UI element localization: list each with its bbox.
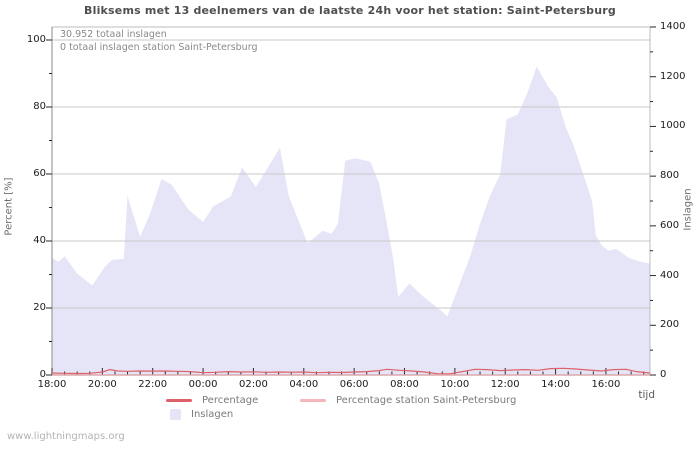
chart-title: Bliksems met 13 deelnemers van de laatst… (84, 4, 616, 17)
x-tick-label: 02:00 (239, 379, 268, 390)
annotation-total-strikes: 30.952 totaal inslagen (60, 29, 167, 40)
y-right-tick-label: 1400 (660, 21, 686, 32)
y-right-tick-label: 600 (660, 219, 680, 231)
legend-item-inslagen: Inslagen (170, 409, 233, 420)
x-tick-label: 04:00 (289, 379, 319, 390)
x-tick-label: 12:00 (490, 379, 520, 390)
y-right-tick-label: 1000 (660, 120, 686, 132)
percentage-station-line-swatch (300, 399, 326, 402)
y-right-tick-label: 800 (660, 170, 680, 182)
watermark-url: www.lightningmaps.org (7, 431, 125, 442)
y-right-tick-label: 400 (660, 269, 680, 281)
legend-label: Percentage (202, 395, 259, 406)
y-left-tick-label: 100 (26, 34, 46, 45)
inslagen-area-swatch (170, 409, 181, 420)
x-tick-label: 06:00 (339, 379, 369, 390)
x-tick-label: 00:00 (188, 379, 218, 390)
legend-item-percentage-station: Percentage station Saint-Petersburg (300, 395, 516, 406)
annotation-station-strikes: 0 totaal inslagen station Saint-Petersbu… (60, 42, 258, 53)
left-axis-title: Percent [%] (3, 177, 15, 236)
legend-label: Inslagen (191, 409, 234, 420)
x-tick-label: 08:00 (390, 379, 419, 390)
y-left-tick-label: 0 (39, 369, 46, 380)
x-tick-label: 18:00 (37, 379, 67, 390)
x-tick-label: 16:00 (591, 379, 621, 390)
percentage-line-series (51, 367, 651, 375)
percentage-line-swatch (166, 399, 192, 402)
y-left-tick-label: 40 (33, 235, 46, 246)
x-tick-label: 22:00 (138, 379, 168, 390)
y-left-tick-label: 60 (33, 168, 46, 179)
legend-item-percentage: Percentage (166, 395, 258, 406)
y-right-tick-label: 1200 (660, 70, 686, 82)
x-tick-label: 20:00 (87, 379, 117, 390)
y-left-tick-label: 20 (33, 302, 46, 313)
x-tick-label: 10:00 (440, 379, 470, 390)
y-left-tick-label: 80 (33, 101, 46, 112)
y-right-tick-label: 0 (660, 369, 667, 380)
legend-label: Percentage station Saint-Petersburg (336, 395, 517, 406)
x-axis-title: tijd (638, 389, 655, 401)
y-right-tick-label: 200 (660, 319, 680, 331)
inslagen-area-series (52, 66, 650, 375)
x-tick-label: 14:00 (541, 379, 570, 390)
